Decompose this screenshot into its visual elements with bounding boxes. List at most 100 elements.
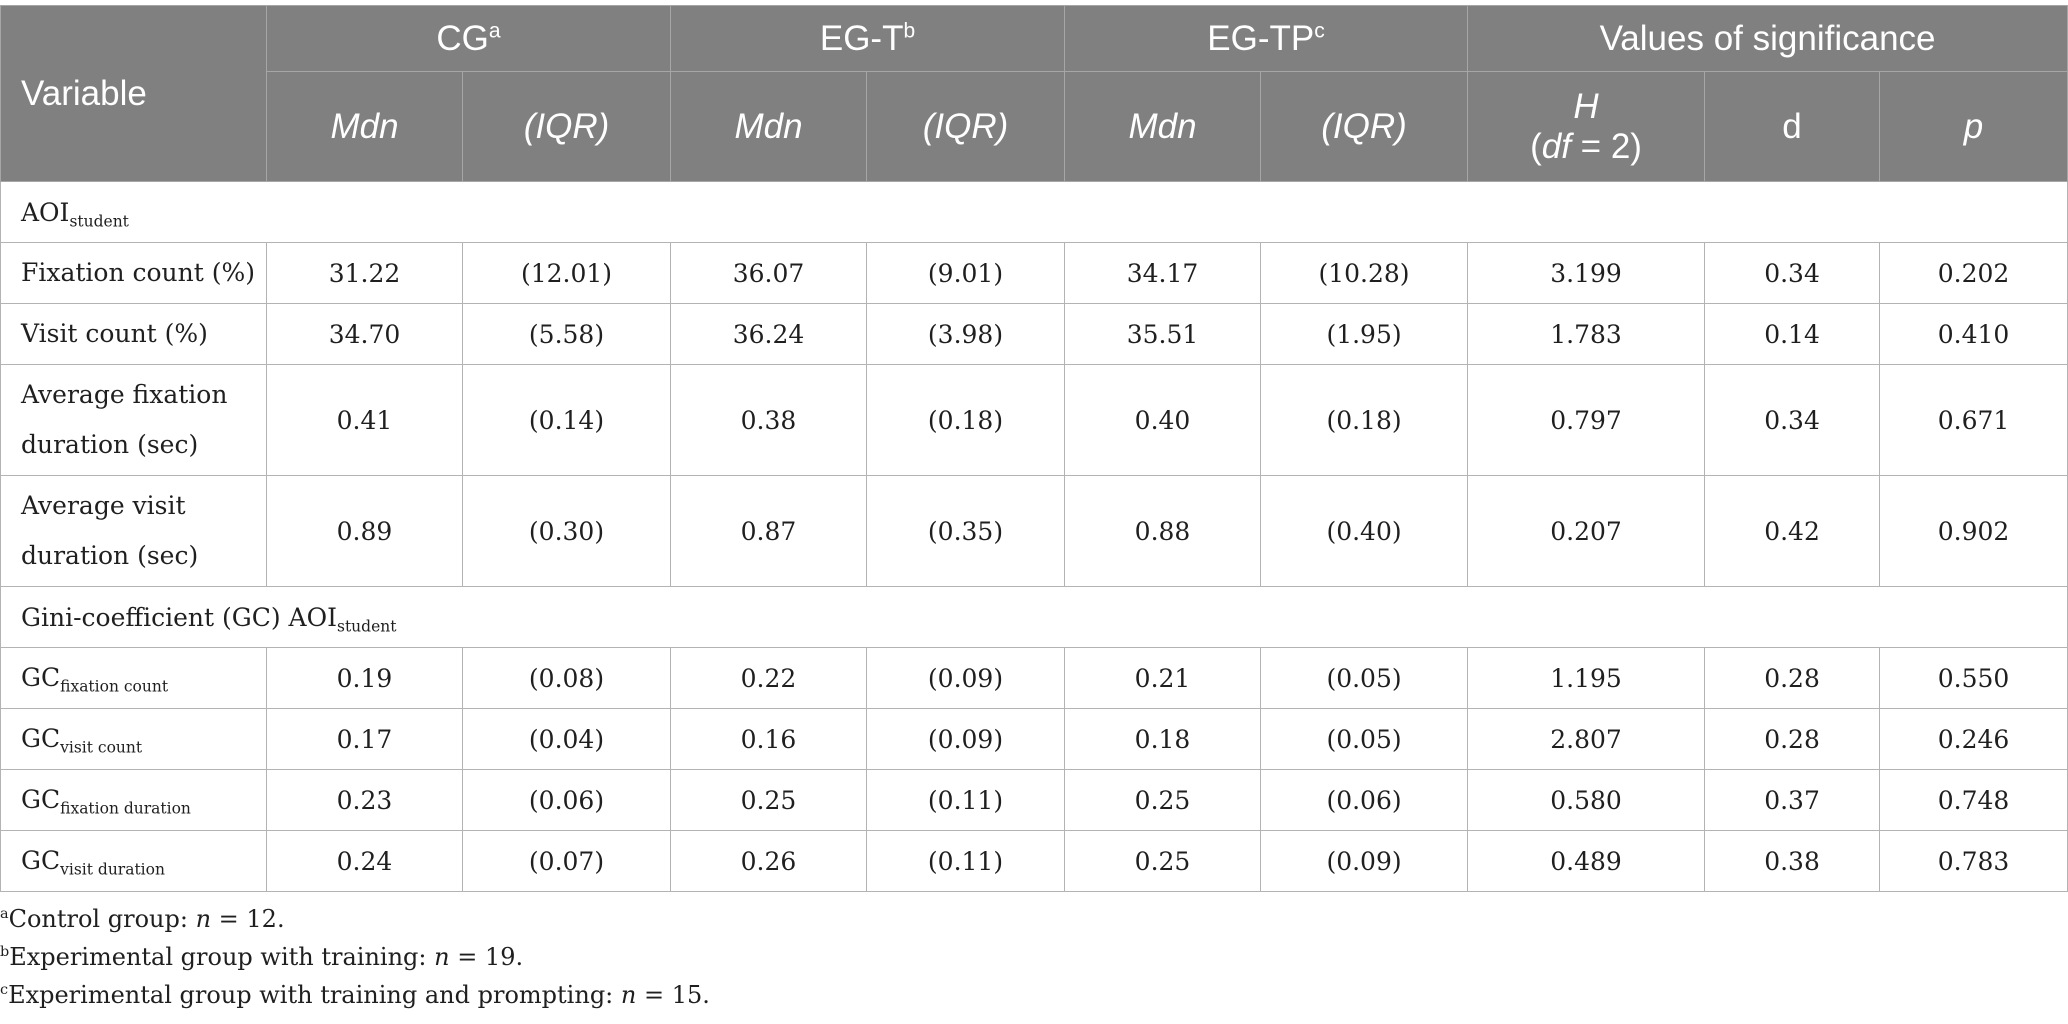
egtp-iqr-cell: (1.95) (1260, 303, 1469, 365)
row-label: GCfixation duration (0, 769, 267, 831)
header-subcolumn-row: Mdn (IQR) Mdn (IQR) Mdn (IQR) H (df = 2)… (1, 71, 2068, 182)
header-group-row: Variable CGa EG-Tb EG-TPc Values of sign… (0, 5, 2068, 182)
d-cell: 0.34 (1704, 364, 1881, 476)
egt-iqr-cell: (9.01) (865, 242, 1066, 304)
d-cell: 0.28 (1704, 708, 1881, 770)
table-row: Visit count (%) 34.70 (5.58) 36.24 (3.98… (0, 303, 2068, 365)
section-label: AOIstudent (0, 181, 2068, 243)
egtp-mdn-cell: 0.25 (1064, 830, 1262, 892)
p-cell: 0.902 (1879, 475, 2068, 587)
d-cell: 0.34 (1704, 242, 1881, 304)
cg-iqr-cell: (0.06) (462, 769, 671, 831)
p-cell: 0.783 (1879, 830, 2068, 892)
egtp-mdn-cell: 34.17 (1064, 242, 1262, 304)
row-label: Average fixation duration (sec) (0, 364, 267, 476)
egtp-mdn-cell: 35.51 (1064, 303, 1262, 365)
h-cell: 2.807 (1467, 708, 1706, 770)
egtp-mdn-cell: 0.40 (1064, 364, 1262, 476)
table-row: GCfixation count 0.19 (0.08) 0.22 (0.09)… (0, 647, 2068, 709)
d-cell: 0.38 (1704, 830, 1881, 892)
p-cell: 0.202 (1879, 242, 2068, 304)
row-label: Average visit duration (sec) (0, 475, 267, 587)
d-cell: 0.37 (1704, 769, 1881, 831)
egt-iqr-cell: (0.11) (865, 830, 1066, 892)
row-label: Visit count (%) (0, 303, 267, 365)
table-row: Average fixation duration (sec) 0.41 (0.… (0, 364, 2068, 476)
egtp-iqr-header: (IQR) (1260, 71, 1469, 182)
egt-mdn-cell: 0.38 (670, 364, 867, 476)
table-row: Fixation count (%) 31.22 (12.01) 36.07 (… (0, 242, 2068, 304)
cg-iqr-cell: (0.30) (462, 475, 671, 587)
cg-mdn-header: Mdn (266, 71, 463, 182)
row-label: Fixation count (%) (0, 242, 267, 304)
egtp-iqr-cell: (0.05) (1260, 708, 1469, 770)
d-cell: 0.28 (1704, 647, 1881, 709)
p-cell: 0.246 (1879, 708, 2068, 770)
cg-mdn-cell: 0.41 (266, 364, 463, 476)
h-cell: 0.580 (1467, 769, 1706, 831)
cg-iqr-header: (IQR) (462, 71, 671, 182)
cg-iqr-cell: (0.04) (462, 708, 671, 770)
h-cell: 0.207 (1467, 475, 1706, 587)
egt-mdn-cell: 36.24 (670, 303, 867, 365)
egtp-mdn-header: Mdn (1064, 71, 1262, 182)
section-row-gini-coefficient: Gini-coefficient (GC) AOIstudent (0, 586, 2068, 648)
egt-iqr-cell: (0.11) (865, 769, 1066, 831)
egtp-iqr-cell: (0.18) (1260, 364, 1469, 476)
h-cell: 1.783 (1467, 303, 1706, 365)
egtp-mdn-cell: 0.88 (1064, 475, 1262, 587)
section-label: Gini-coefficient (GC) AOIstudent (0, 586, 2068, 648)
effect-size-header: d (1704, 71, 1881, 182)
cg-iqr-cell: (0.07) (462, 830, 671, 892)
h-cell: 3.199 (1467, 242, 1706, 304)
row-label: GCfixation count (0, 647, 267, 709)
p-cell: 0.550 (1879, 647, 2068, 709)
group-header-eg-tp: EG-TPc (1064, 5, 1469, 72)
egt-mdn-cell: 0.16 (670, 708, 867, 770)
egt-mdn-cell: 0.26 (670, 830, 867, 892)
egt-mdn-cell: 0.25 (670, 769, 867, 831)
group-header-eg-t: EG-Tb (669, 5, 1066, 72)
egt-iqr-cell: (0.09) (865, 708, 1066, 770)
cg-mdn-cell: 0.17 (266, 708, 463, 770)
p-cell: 0.748 (1879, 769, 2068, 831)
cg-mdn-cell: 0.19 (266, 647, 463, 709)
egt-iqr-cell: (0.18) (865, 364, 1066, 476)
variable-header: Variable (0, 5, 267, 182)
egtp-iqr-cell: (0.40) (1260, 475, 1469, 587)
cg-mdn-cell: 34.70 (266, 303, 463, 365)
results-table: Variable CGa EG-Tb EG-TPc Values of sign… (0, 5, 2068, 892)
cg-mdn-cell: 31.22 (266, 242, 463, 304)
table-row: GCvisit count 0.17 (0.04) 0.16 (0.09) 0.… (0, 708, 2068, 770)
egt-iqr-header: (IQR) (865, 71, 1066, 182)
cg-mdn-cell: 0.89 (266, 475, 463, 587)
p-value-header: p (1879, 71, 2068, 182)
table-row: Average visit duration (sec) 0.89 (0.30)… (0, 475, 2068, 587)
footnote-a: aControl group: n = 12. (0, 905, 285, 933)
d-cell: 0.14 (1704, 303, 1881, 365)
egt-mdn-cell: 36.07 (670, 242, 867, 304)
cg-iqr-cell: (0.14) (462, 364, 671, 476)
group-header-cg: CGa (266, 5, 671, 72)
egtp-iqr-cell: (0.06) (1260, 769, 1469, 831)
footnote-c: cExperimental group with training and pr… (0, 981, 710, 1009)
h-cell: 1.195 (1467, 647, 1706, 709)
d-cell: 0.42 (1704, 475, 1881, 587)
table-row: GCvisit duration 0.24 (0.07) 0.26 (0.11)… (0, 830, 2068, 892)
egtp-mdn-cell: 0.18 (1064, 708, 1262, 770)
egtp-mdn-cell: 0.25 (1064, 769, 1262, 831)
p-cell: 0.671 (1879, 364, 2068, 476)
cg-iqr-cell: (5.58) (462, 303, 671, 365)
footnote-b: bExperimental group with training: n = 1… (0, 943, 524, 971)
row-label: GCvisit count (0, 708, 267, 770)
egt-iqr-cell: (0.09) (865, 647, 1066, 709)
cg-mdn-cell: 0.24 (266, 830, 463, 892)
egtp-iqr-cell: (0.05) (1260, 647, 1469, 709)
cg-mdn-cell: 0.23 (266, 769, 463, 831)
egt-mdn-cell: 0.22 (670, 647, 867, 709)
h-cell: 0.797 (1467, 364, 1706, 476)
egtp-iqr-cell: (0.09) (1260, 830, 1469, 892)
row-label: GCvisit duration (0, 830, 267, 892)
cg-iqr-cell: (0.08) (462, 647, 671, 709)
egt-mdn-header: Mdn (670, 71, 867, 182)
